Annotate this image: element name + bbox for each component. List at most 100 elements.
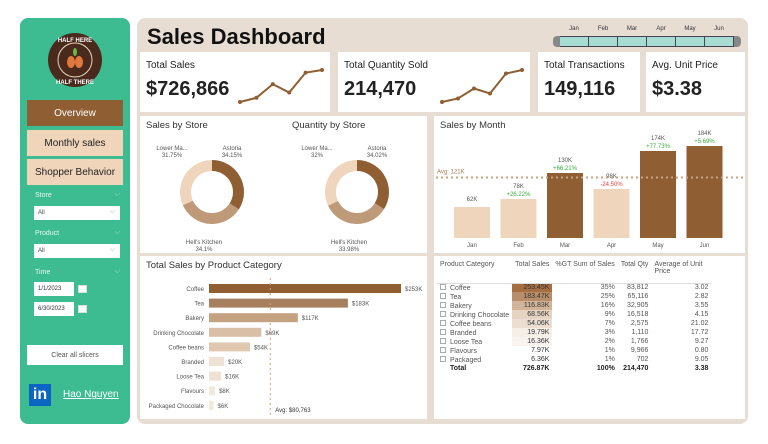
month-change-label: +77.73%	[646, 144, 671, 150]
average-label: Avg: 121K	[437, 170, 465, 176]
category-bar[interactable]	[209, 298, 348, 308]
month-change-label: +5.69%	[694, 139, 715, 145]
table-cell: 68.56K	[512, 310, 553, 319]
category-bar[interactable]	[209, 313, 298, 323]
chevron-down-icon[interactable]: ⌵	[114, 191, 120, 198]
date-to-input[interactable]: 6/30/2023	[34, 302, 74, 316]
table-cell: 9,966	[630, 347, 649, 354]
category-bar[interactable]	[209, 400, 214, 410]
category-bar[interactable]	[209, 371, 222, 381]
month-cell-apr[interactable]: Apr	[647, 26, 676, 46]
table-row[interactable]: Flavours 7.97K 1% 9,966 0.80	[437, 346, 711, 355]
category-label: Packaged Chocolate	[149, 404, 205, 410]
month-bar[interactable]	[454, 207, 490, 238]
nav-monthly-sales[interactable]: Monthly sales	[27, 130, 123, 156]
table-cell: 25%	[600, 293, 615, 300]
donut-slice[interactable]	[182, 200, 239, 224]
expand-icon[interactable]	[440, 328, 446, 335]
linkedin-icon[interactable]: in	[29, 384, 51, 406]
nav-overview[interactable]: Overview	[27, 100, 123, 126]
date-from-input[interactable]: 1/1/2023	[34, 282, 74, 296]
author-link[interactable]: Hao Nguyen	[63, 389, 119, 400]
table-row[interactable]: Bakery 116.83K 16% 32,905 3.55	[437, 301, 711, 310]
expand-icon[interactable]	[440, 283, 446, 290]
expand-icon[interactable]	[440, 346, 446, 353]
table-row[interactable]: Coffee beans 54.06K 7% 2,575 21.02	[437, 319, 711, 328]
expand-icon[interactable]	[440, 310, 446, 317]
expand-icon[interactable]	[440, 301, 446, 308]
donut-slice[interactable]	[325, 160, 357, 206]
month-cell-feb[interactable]: Feb	[589, 26, 618, 46]
table-cell: 3.55	[694, 302, 709, 309]
month-cell-may[interactable]: May	[676, 26, 705, 46]
table-cell: 35%	[600, 284, 615, 292]
donut-slice[interactable]	[328, 200, 384, 224]
month-slicer[interactable]: Jan Feb Mar Apr May Jun	[549, 24, 745, 52]
category-bar[interactable]	[209, 284, 401, 293]
category-bar[interactable]	[209, 357, 225, 366]
nav-shopper-behavior[interactable]: Shopper Behavior	[27, 159, 123, 185]
column-header[interactable]: Total Qty	[617, 261, 652, 284]
calendar-icon[interactable]	[78, 305, 87, 313]
column-header[interactable]: %GT Sum of Sales	[552, 261, 618, 284]
kpi-value: 214,470	[344, 78, 417, 100]
donut-slice[interactable]	[212, 160, 244, 210]
table-row[interactable]: Packaged 6.36K 1% 702 9.05	[437, 355, 711, 364]
month-bar[interactable]	[686, 146, 723, 238]
table-row[interactable]: Loose Tea 16.36K 2% 1,766 9.27	[437, 337, 711, 346]
table-row[interactable]: Branded 19.79K 3% 1,110 17.72	[437, 328, 711, 337]
table-row[interactable]: Tea 183.47K 25% 65,116 2.82	[437, 292, 711, 301]
category-bar[interactable]	[209, 386, 216, 396]
table-cell: Coffee beans	[450, 320, 492, 328]
category-bar[interactable]	[209, 327, 262, 337]
product-dropdown[interactable]: All ⌵	[34, 244, 120, 258]
category-label: Flavours	[181, 389, 204, 395]
slice-value-label: 31.75%	[162, 153, 183, 159]
slice-category-label: Lower Ma...	[301, 146, 333, 152]
month-bar[interactable]	[593, 189, 630, 238]
month-value-label: 78K	[513, 184, 524, 190]
column-header[interactable]: Total Sales	[512, 261, 553, 284]
table-cell: 3%	[604, 329, 615, 336]
chevron-down-icon[interactable]: ⌵	[114, 229, 120, 236]
month-tick-label: Jan	[467, 243, 477, 249]
table-cell: 2%	[604, 338, 615, 345]
table-cell: Branded	[450, 329, 477, 337]
column-header[interactable]: Average of Unit Price	[651, 261, 712, 284]
table-cell: Loose Tea	[450, 338, 483, 346]
sales-by-month-title: Sales by Month	[440, 120, 506, 131]
slice-category-label: Astoria	[368, 146, 387, 152]
table-row[interactable]: Coffee 253.45K 35% 83,812 3.02	[437, 283, 711, 292]
category-value-label: $117K	[302, 316, 319, 322]
category-value-label: $54K	[254, 345, 268, 351]
table-cell: Tea	[450, 293, 462, 301]
category-value-label: $183K	[352, 302, 369, 308]
category-bar[interactable]	[209, 342, 250, 352]
month-bar[interactable]	[547, 173, 583, 238]
month-bar[interactable]	[500, 199, 537, 238]
store-dropdown[interactable]: All ⌵	[34, 206, 120, 220]
table-cell: 16,518	[627, 311, 649, 318]
donut-slice[interactable]	[180, 160, 212, 206]
expand-icon[interactable]	[440, 355, 446, 362]
expand-icon[interactable]	[440, 319, 446, 326]
sparkline-point	[287, 90, 292, 95]
expand-icon[interactable]	[440, 337, 446, 344]
month-cell-jan[interactable]: Jan	[560, 26, 589, 46]
table-row[interactable]: Drinking Chocolate 68.56K 9% 16,518 4.15	[437, 310, 711, 319]
table-cell: 9.05	[694, 356, 709, 363]
slice-value-label: 34.1%	[195, 247, 213, 253]
month-cell-mar[interactable]: Mar	[618, 26, 647, 46]
month-label: Apr	[656, 26, 666, 32]
column-header[interactable]: Product Category	[437, 261, 513, 284]
expand-icon[interactable]	[440, 292, 446, 299]
month-bar[interactable]	[640, 151, 676, 238]
clear-slicers-button[interactable]: Clear all slicers	[27, 345, 123, 365]
category-chart-title: Total Sales by Product Category	[146, 260, 282, 271]
main-panel: Sales Dashboard Jan Feb Mar Apr May Jun Total…	[137, 18, 748, 424]
calendar-icon[interactable]	[78, 285, 87, 293]
chevron-down-icon[interactable]: ⌵	[114, 268, 120, 275]
donut-slice[interactable]	[357, 160, 389, 210]
month-cell-jun[interactable]: Jun	[705, 26, 734, 46]
